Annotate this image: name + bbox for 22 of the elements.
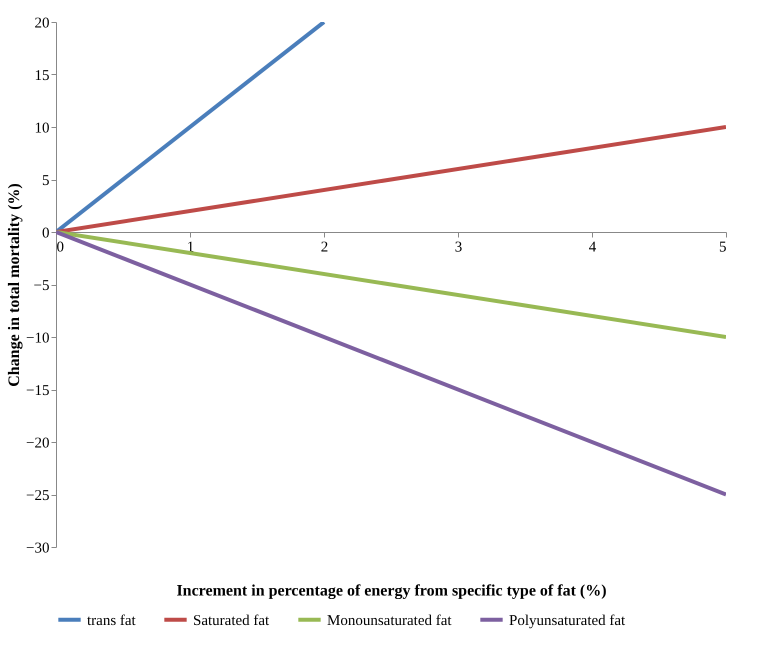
y-tick-label: 0 <box>42 226 50 242</box>
legend-label: Monounsaturated fat <box>327 612 452 629</box>
y-tick-label: −25 <box>26 488 50 504</box>
legend-label: Saturated fat <box>193 612 270 629</box>
legend-label: trans fat <box>87 612 137 629</box>
y-tick-label: −10 <box>26 330 50 346</box>
legend-label: Polyunsaturated fat <box>509 612 626 629</box>
y-tick-label: −30 <box>26 540 50 556</box>
y-tick-label: −15 <box>26 383 50 399</box>
x-axis-title: Increment in percentage of energy from specific type of fat (%) <box>176 582 607 600</box>
y-tick-label: −20 <box>26 436 50 452</box>
x-tick-label: 5 <box>719 240 726 256</box>
y-axis-title: Change in total mortality (%) <box>6 183 24 387</box>
x-tick-label: 0 <box>56 240 64 256</box>
x-tick-label: 4 <box>588 240 597 256</box>
x-tick-label: 3 <box>454 240 462 256</box>
x-tick-label: 2 <box>320 240 328 256</box>
y-tick-label: 20 <box>34 16 50 32</box>
y-tick-label: 5 <box>42 173 50 189</box>
y-tick-label: −5 <box>34 278 50 294</box>
y-tick-label: 10 <box>34 120 50 136</box>
y-tick-label: 15 <box>34 68 50 84</box>
